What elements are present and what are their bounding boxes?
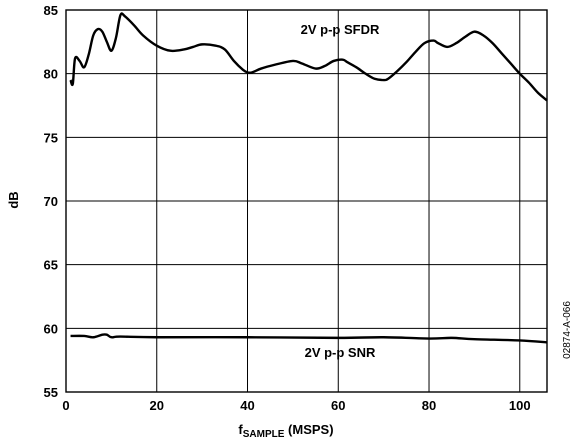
y-tick-label: 65 (44, 258, 58, 273)
series-lines (69, 12, 548, 344)
series-line-snr (70, 333, 548, 344)
x-axis-label-sub: SAMPLE (243, 429, 285, 440)
y-tick-label: 75 (44, 130, 58, 145)
x-tick-label: 100 (509, 398, 531, 413)
y-tick-label: 60 (44, 321, 58, 336)
x-axis-label-f: f (238, 422, 243, 437)
x-tick-label: 20 (150, 398, 164, 413)
y-axis-label: dB (6, 191, 21, 208)
figure-code: 02874-A-066 (562, 301, 573, 359)
x-tick-label: 0 (62, 398, 69, 413)
plot-frame (65, 9, 548, 393)
series-line-sfdr (69, 12, 548, 102)
grid (66, 10, 547, 392)
x-axis-label: fSAMPLE (MSPS) (238, 422, 333, 440)
annotation-snr: 2V p-p SNR (305, 345, 376, 360)
y-tick-label: 70 (44, 194, 58, 209)
x-tick-label: 40 (240, 398, 254, 413)
y-tick-labels: 55 60 65 70 75 80 85 (44, 3, 58, 400)
x-tick-label: 60 (331, 398, 345, 413)
y-tick-label: 85 (44, 3, 58, 18)
x-axis-label-unit: (MSPS) (284, 422, 333, 437)
y-tick-label: 80 (44, 67, 58, 82)
x-tick-labels: 0 20 40 60 80 100 (62, 398, 530, 413)
x-tick-label: 80 (422, 398, 436, 413)
y-tick-label: 55 (44, 385, 58, 400)
annotation-sfdr: 2V p-p SFDR (301, 22, 380, 37)
